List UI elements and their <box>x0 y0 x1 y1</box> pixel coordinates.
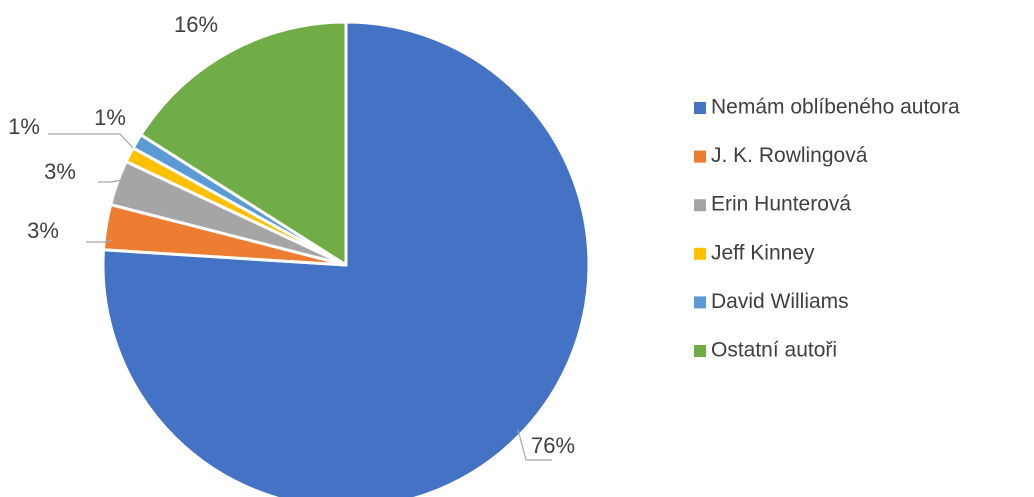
leader-line-nemam-oblibeneho-autora <box>517 429 552 461</box>
legend-label-ostatni-autori: Ostatní autoři <box>711 339 837 362</box>
legend-swatch-nemam-oblibeneho-autora <box>694 102 706 114</box>
legend-label-nemam-oblibeneho-autora: Nemám oblíbeného autora <box>711 96 960 119</box>
data-label-ostatni-autori: 16% <box>174 12 218 37</box>
leader-line-j-k-rowlingova <box>86 239 113 243</box>
legend-label-erin-hunterova: Erin Hunterová <box>711 193 851 216</box>
legend-label-jeff-kinney: Jeff Kinney <box>711 241 815 264</box>
legend-swatch-ostatni-autori <box>694 345 706 357</box>
leader-line-jeff-kinney <box>48 133 134 149</box>
legend-swatch-erin-hunterova <box>694 199 706 212</box>
pie-slice-ostatni-autori <box>139 20 348 267</box>
data-label-nemam-oblibeneho-autora: 76% <box>531 433 575 458</box>
leader-line-erin-hunterova <box>98 179 122 183</box>
leader-lines <box>48 133 552 461</box>
data-labels: 76%3%3%1% 1%16% <box>8 12 575 458</box>
data-label-jeff-kinney: 1% <box>8 114 40 139</box>
legend: Nemám oblíbeného autora J. K. Rowlingová E… <box>694 96 960 362</box>
legend-label-david-williams: David Williams <box>711 290 849 313</box>
legend-swatch-jeff-kinney <box>694 247 706 260</box>
legend-label-j-k-rowlingova: J. K. Rowlingová <box>711 144 868 167</box>
legend-swatch-david-williams <box>694 296 706 309</box>
data-label-david-williams: 1% <box>94 105 126 130</box>
data-label-erin-hunterova: 3% <box>44 159 76 184</box>
legend-swatch-j-k-rowlingova <box>694 150 706 163</box>
pie-slices <box>101 20 591 497</box>
pie-slice-nemam-oblibeneho-autora <box>101 20 591 497</box>
data-label-j-k-rowlingova: 3% <box>27 218 59 243</box>
